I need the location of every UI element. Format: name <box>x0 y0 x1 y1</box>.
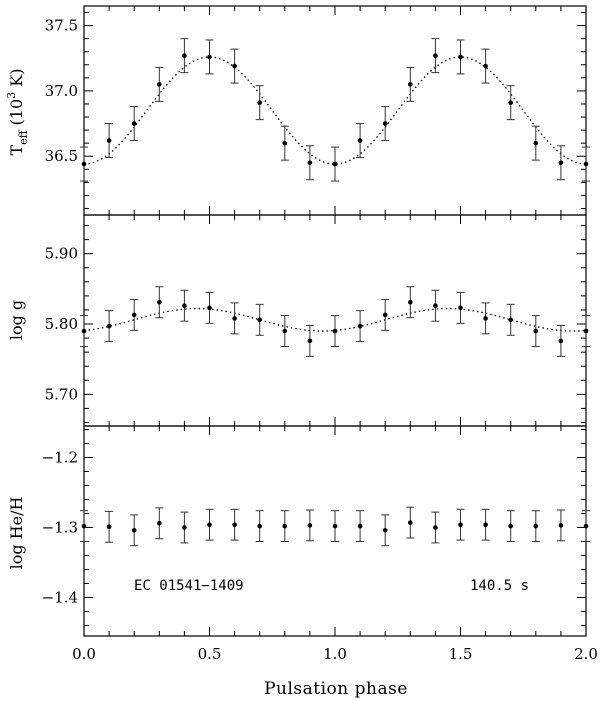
he-data-point <box>533 523 539 529</box>
he-data-point <box>232 522 237 527</box>
logg-data-point <box>382 312 388 318</box>
he-data-point <box>157 521 162 526</box>
logg-axis-label: log g <box>7 300 26 340</box>
he-data-point <box>257 523 263 529</box>
he-ytick-label: −1.3 <box>42 519 78 537</box>
teff-data-point <box>408 82 413 87</box>
he-data-point <box>558 523 564 528</box>
logg-data-point <box>583 328 589 334</box>
x-axis-label: Pulsation phase <box>264 679 408 699</box>
logg-data-point <box>458 305 463 311</box>
logg-data-point <box>106 323 112 329</box>
he-data-point <box>131 528 137 533</box>
teff-data-point <box>583 161 589 167</box>
he-data-point <box>81 523 87 529</box>
teff-data-point <box>508 100 513 105</box>
logg-data-point <box>483 316 488 321</box>
x-tick-label: 1.5 <box>449 645 473 663</box>
teff-ytick-label: 36.5 <box>45 147 78 165</box>
he-data-point <box>357 523 363 529</box>
teff-ytick-label: 37.0 <box>45 82 78 100</box>
he-data-point <box>282 523 288 529</box>
logg-fit-curve <box>83 307 587 332</box>
logg-data-point <box>257 317 263 323</box>
x-tick-label: 2.0 <box>574 645 598 663</box>
teff-data-point <box>232 63 237 69</box>
he-data-point <box>433 525 438 530</box>
logg-data-point <box>508 317 513 323</box>
logg-data-point <box>207 305 212 311</box>
he-data-point <box>207 522 212 527</box>
teff-data-point <box>332 161 338 167</box>
loghe-axis-label: log He/H <box>7 497 26 570</box>
logg-data-point <box>182 303 187 309</box>
he-data-point <box>307 523 313 528</box>
he-data-point <box>106 524 112 530</box>
teff-data-point <box>257 100 263 105</box>
teff-data-point <box>558 160 564 166</box>
teff-data-point <box>307 160 313 166</box>
teff-data-point <box>207 54 212 60</box>
star-name-annotation: EC 01541−1409 <box>134 578 244 594</box>
he-data-point <box>458 522 463 527</box>
he-ytick-label: −1.2 <box>42 449 78 467</box>
x-tick-label: 0.0 <box>72 645 96 663</box>
logg-data-point <box>533 328 539 334</box>
logg-data-point <box>81 328 87 334</box>
he-data-point <box>332 523 338 529</box>
logg-data-point <box>282 328 288 334</box>
logg-data-point <box>433 303 438 309</box>
logg-data-point <box>307 338 313 344</box>
panels-group: 36.5 37.0 37.5 5.70 5.80 5.90 −1.2 −1.3 −1.4 <box>42 5 590 637</box>
teff-data-point <box>106 138 112 143</box>
logg-data-point <box>408 299 413 305</box>
teff-ytick-label: 37.5 <box>45 17 78 35</box>
teff-axis-label: Teff(103 K) <box>5 69 30 156</box>
he-ytick-label: −1.4 <box>42 589 78 607</box>
teff-data-point <box>81 161 87 167</box>
logg-data-point <box>332 328 338 334</box>
logg-data-point <box>131 312 137 318</box>
x-axis: 0.0 0.5 1.0 1.5 2.0 <box>72 645 598 663</box>
teff-data-point <box>533 140 539 146</box>
panel-teff: 36.5 37.0 37.5 <box>45 5 590 216</box>
logg-data-point <box>357 323 363 329</box>
he-data-point <box>182 525 187 530</box>
teff-data-point <box>433 53 438 58</box>
logg-ytick-label: 5.90 <box>45 245 78 263</box>
he-data-point <box>408 520 413 525</box>
teff-data-point <box>382 121 388 126</box>
period-annotation: 140.5 s <box>470 578 529 594</box>
teff-data-point <box>357 138 363 143</box>
panel-he: −1.2 −1.3 −1.4 <box>42 425 590 637</box>
teff-data-point <box>282 140 288 146</box>
he-data-point <box>382 528 388 533</box>
he-data-point <box>583 523 589 529</box>
he-data-point <box>483 522 488 527</box>
teff-data-point <box>131 121 137 126</box>
logg-data-point <box>232 316 237 321</box>
x-tick-label: 0.5 <box>198 645 222 663</box>
teff-data-point <box>458 54 463 60</box>
x-tick-label: 1.0 <box>323 645 347 663</box>
logg-ytick-label: 5.80 <box>45 315 78 333</box>
teff-data-point <box>483 63 488 69</box>
logg-data-point <box>157 299 162 305</box>
panel-logg: 5.70 5.80 5.90 <box>45 214 590 427</box>
logg-data-point <box>558 338 564 344</box>
teff-data-point <box>157 82 162 87</box>
logg-ytick-label: 5.70 <box>45 385 78 403</box>
teff-data-point <box>182 53 187 58</box>
he-data-point <box>508 523 513 529</box>
